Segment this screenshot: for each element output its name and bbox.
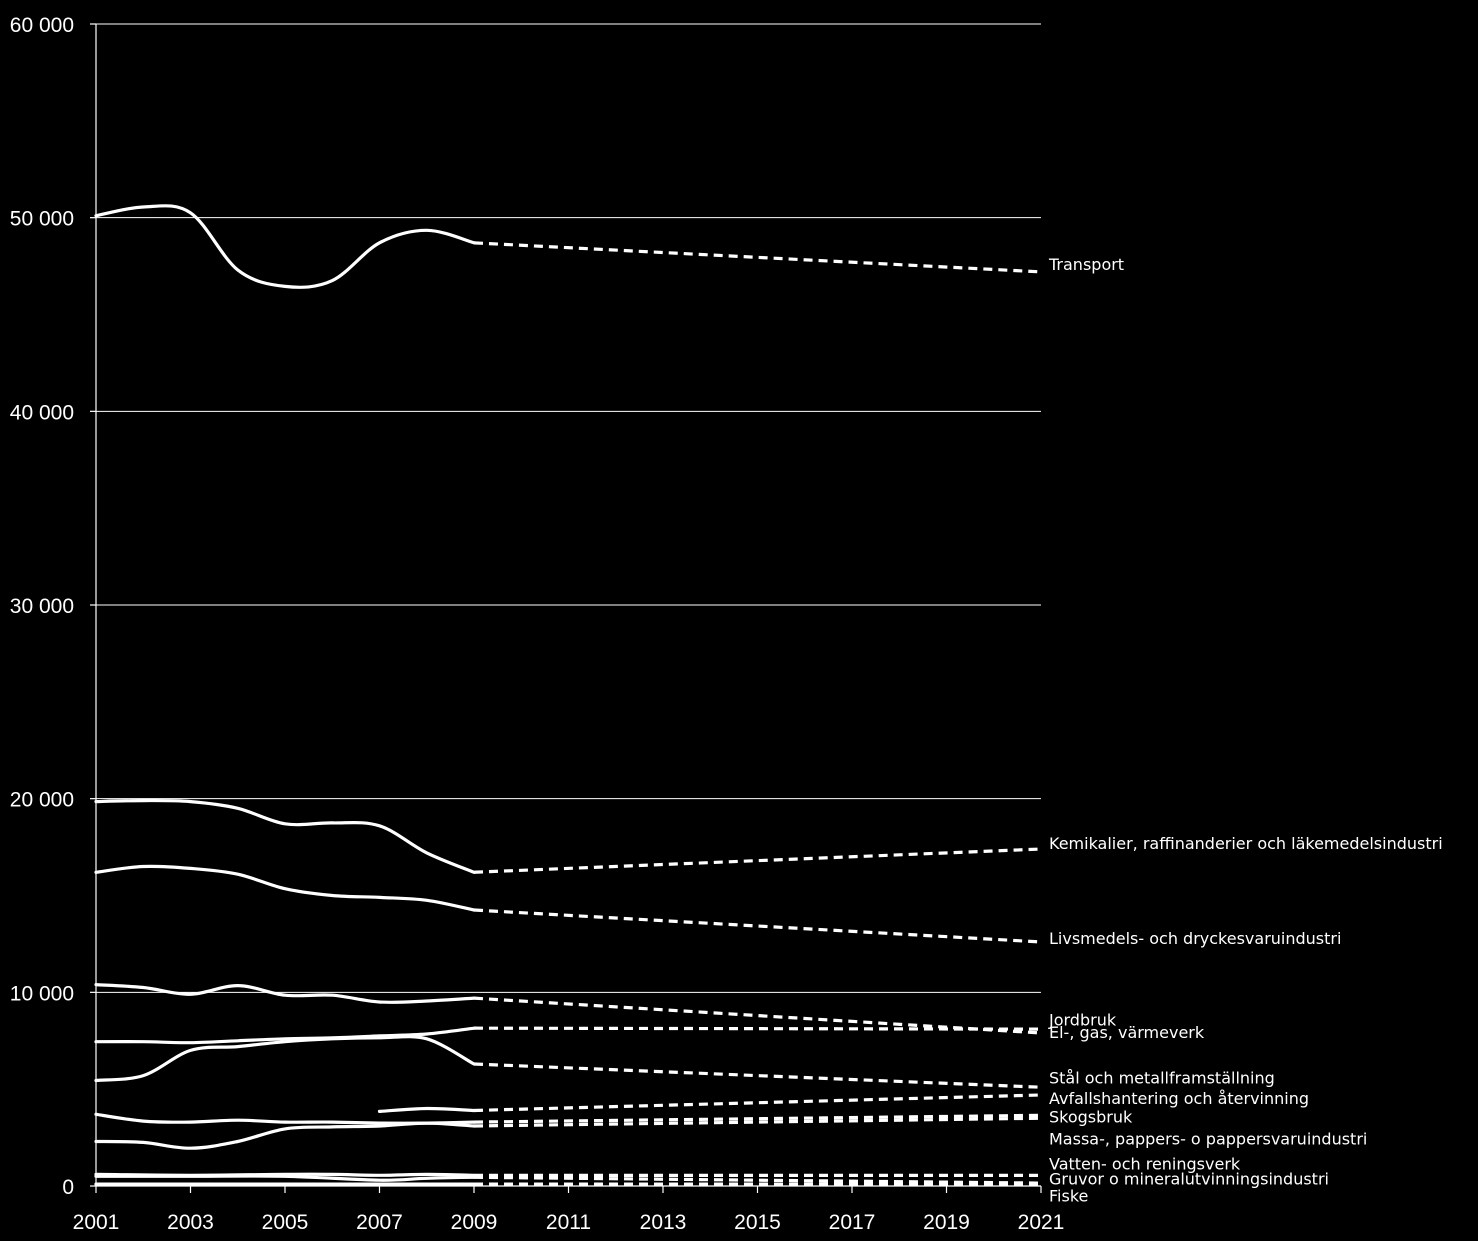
y-tick-label: 30 000 [10,595,74,618]
series-line-massa-pappers-o-pappersvaruindustri [94,1121,476,1150]
series-line-el-gas-varmeverk [94,1026,476,1045]
x-tick-label: 2019 [923,1211,970,1234]
series-label-transport: Transport [1048,255,1124,274]
series-forecast-gruvor-o-mineralutvinningsindustri [473,1175,1042,1185]
series-forecast-jordbruk [473,996,1042,1035]
y-tick-label: 10 000 [10,982,74,1005]
series-forecast-el-gas-varmeverk [473,1026,1042,1031]
series-label-skogsbruk: Skogsbruk [1049,1107,1133,1126]
tick-labels: 0 10 000 20 000 30 000 40 000 50 000 60 000 200… [10,14,1065,1234]
axes [90,23,1042,1193]
series-lines [94,204,1042,1186]
series-line-transport [94,204,476,289]
series-labels: Transport Kemikalier, raffinanderier och … [1048,255,1443,1206]
x-tick-label: 2015 [734,1211,781,1234]
series-label-vatten-och-reningsverk: Vatten- och reningsverk [1049,1155,1241,1174]
gridlines [96,23,1041,993]
series-label-massa-pappers-o-pappersvaruindustri: Massa-, pappers- o pappersvaruindustri [1049,1130,1367,1149]
x-tick-label: 2005 [262,1211,309,1234]
series-label-avfallshantering-och-atervinning: Avfallshantering och återvinning [1049,1089,1309,1108]
x-tick-label: 2007 [356,1211,403,1234]
series-label-el-gas-varmeverk: El-, gas, värmeverk [1049,1023,1205,1042]
series-line-avfallshantering-och-atervinning [377,1106,476,1113]
series-label-kemikalier-raffinanderier-och-lakemedelsindustri: Kemikalier, raffinanderier och läkemedel… [1049,834,1443,853]
series-label-fiske: Fiske [1049,1187,1088,1206]
x-tick-label: 2009 [451,1211,498,1234]
y-tick-label: 50 000 [10,208,74,231]
series-forecast-skogsbruk [473,1113,1042,1124]
series-forecast-kemikalier-raffinanderier-och-lakemedelsindustri [473,847,1042,874]
series-label-stal-och-metallframstallning: Stål och metallframställning [1049,1069,1275,1088]
x-tick-label: 2013 [640,1211,687,1234]
series-forecast-livsmedels-och-dryckesvaruindustri [473,908,1042,944]
series-line-livsmedels-och-dryckesvaruindustri [94,864,476,912]
series-line-kemikalier-raffinanderier-och-lakemedelsindustri [94,798,476,874]
x-tick-label: 2021 [1018,1211,1065,1234]
x-tick-label: 2011 [546,1211,591,1234]
series-forecast-transport [473,241,1042,274]
series-label-gruvor-o-mineralutvinningsindustri: Gruvor o mineralutvinningsindustri [1049,1169,1329,1188]
series-line-stal-och-metallframstallning [94,1034,476,1083]
series-forecast-avfallshantering-och-atervinning [473,1093,1042,1113]
x-tick-label: 2017 [829,1211,876,1234]
series-line-jordbruk [94,983,476,1004]
y-tick-label: 60 000 [10,14,74,37]
series-label-livsmedels-och-dryckesvaruindustri: Livsmedels- och dryckesvaruindustri [1049,929,1341,948]
series-line-gruvor-o-mineralutvinningsindustri [94,1174,476,1182]
y-tick-label: 0 [62,1176,74,1199]
y-tick-label: 40 000 [10,401,74,424]
series-forecast-massa-pappers-o-pappersvaruindustri [473,1116,1042,1128]
y-tick-label: 20 000 [10,789,74,812]
series-label-jordbruk: Jordbruk [1048,1010,1117,1029]
x-tick-label: 2003 [167,1211,214,1234]
series-forecast-stal-och-metallframstallning [473,1062,1042,1089]
x-tick-label: 2001 [73,1211,120,1234]
